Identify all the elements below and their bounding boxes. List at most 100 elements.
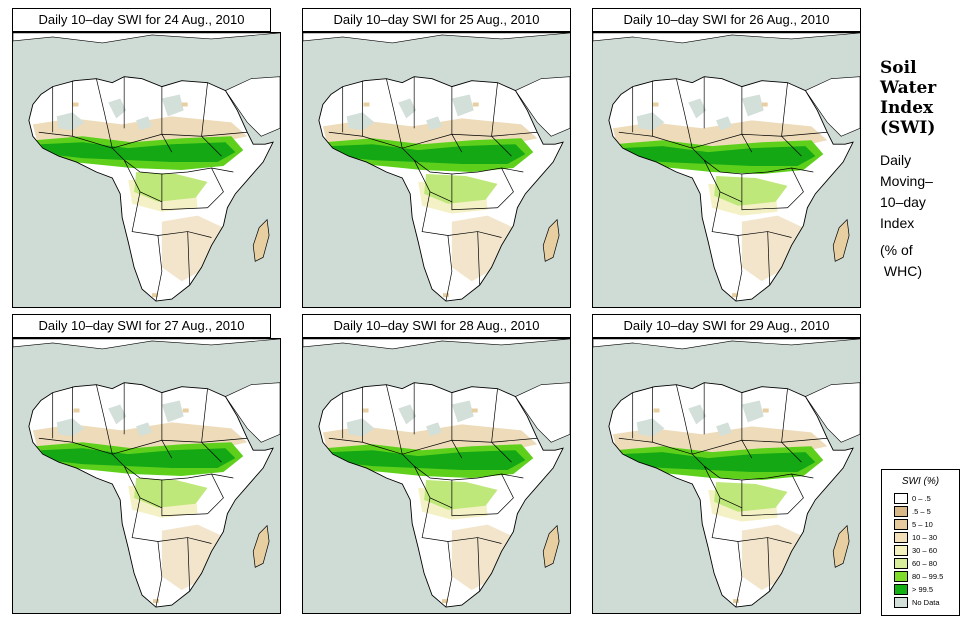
- africa-map-svg: [593, 33, 860, 307]
- legend-title: SWI (%): [901, 476, 940, 487]
- country-border: [187, 231, 191, 286]
- swi-layer: [612, 94, 828, 298]
- swi-band: [714, 481, 788, 512]
- country-border: [703, 465, 743, 509]
- europe-landmass: [13, 33, 280, 44]
- no-data-area: [56, 112, 85, 131]
- country-border: [787, 473, 804, 514]
- legend-swatch: [894, 519, 908, 530]
- legend-label: > 99.5: [912, 585, 934, 594]
- legend-label: 10 – 30: [912, 533, 938, 542]
- africa-map-panel-5: [302, 338, 571, 614]
- legend-swatch: [894, 584, 908, 595]
- panel-title-6: Daily 10–day SWI for 29 Aug., 2010: [592, 314, 861, 338]
- arabia-landmass: [514, 76, 570, 137]
- africa-map-svg: [303, 339, 570, 613]
- no-data-area: [716, 422, 732, 437]
- madagascar: [832, 524, 850, 568]
- country-border: [207, 473, 224, 514]
- madagascar: [832, 218, 850, 262]
- africa-coastline: [318, 76, 564, 302]
- arabia-landmass: [224, 76, 280, 137]
- side-title-line: (SWI): [880, 118, 936, 138]
- swi-speckle: [72, 102, 79, 107]
- side-unit-line: (% of: [880, 242, 913, 258]
- africa-map-panel-1: [12, 32, 281, 308]
- africa-map-svg: [303, 33, 570, 307]
- country-border: [328, 437, 538, 455]
- no-data-area: [136, 422, 152, 437]
- swi-band: [424, 479, 498, 510]
- africa-map-panel-3: [592, 32, 861, 308]
- country-border: [421, 191, 502, 238]
- country-border: [96, 384, 113, 455]
- legend-swatch: [894, 571, 908, 582]
- side-subtitle: Daily Moving– 10–day Index: [880, 150, 933, 234]
- swi-speckle: [761, 102, 768, 107]
- country-border: [711, 497, 792, 544]
- swi-layer: [322, 94, 538, 298]
- country-border: [445, 541, 453, 608]
- country-border: [155, 235, 163, 302]
- swi-speckle: [441, 599, 448, 604]
- legend-label: .5 – 5: [912, 507, 931, 516]
- no-data-area: [136, 116, 152, 131]
- no-data-area: [741, 400, 764, 423]
- swi-speckle: [363, 102, 370, 107]
- country-border: [386, 78, 403, 149]
- panel-title-2: Daily 10–day SWI for 25 Aug., 2010: [302, 8, 571, 32]
- arabia-landmass: [804, 76, 860, 137]
- swi-speckle: [762, 408, 769, 413]
- country-border: [767, 537, 771, 592]
- side-subtitle-line: 10–day: [880, 194, 926, 210]
- country-border: [96, 78, 113, 149]
- side-title-line: Soil: [880, 58, 917, 78]
- africa-coastline: [318, 382, 564, 608]
- no-data-area: [398, 404, 417, 425]
- no-data-area: [451, 400, 474, 423]
- swi-band: [424, 173, 498, 204]
- country-border: [451, 479, 498, 517]
- swi-speckle: [652, 102, 659, 107]
- country-border: [451, 173, 498, 211]
- country-border: [161, 173, 208, 211]
- no-data-area: [398, 98, 417, 119]
- swi-speckle: [732, 599, 739, 604]
- africa-map-panel-4: [12, 338, 281, 614]
- no-data-area: [426, 116, 442, 131]
- swi-layer: [32, 94, 248, 298]
- swi-band: [620, 452, 816, 473]
- no-data-area: [688, 404, 707, 425]
- country-border: [328, 131, 538, 149]
- side-title: Soil Water Index (SWI): [880, 58, 936, 138]
- side-title-line: Water: [880, 78, 937, 98]
- no-data-area: [636, 112, 665, 131]
- side-unit-line: WHC): [880, 263, 922, 279]
- swi-speckle: [151, 293, 158, 298]
- no-data-area: [688, 98, 707, 119]
- no-data-area: [716, 116, 732, 131]
- swi-speckle: [731, 293, 738, 298]
- no-data-area: [346, 112, 375, 131]
- legend-label: No Data: [912, 598, 940, 607]
- country-border: [207, 167, 224, 208]
- no-data-area: [346, 418, 375, 437]
- country-border: [445, 235, 453, 302]
- no-data-area: [108, 404, 127, 425]
- africa-map-panel-6: [592, 338, 861, 614]
- no-data-area: [161, 94, 184, 117]
- swi-band: [40, 142, 236, 163]
- country-border: [767, 231, 771, 286]
- legend-swatch: [894, 558, 908, 569]
- side-title-line: Index: [880, 98, 934, 118]
- swi-band: [134, 477, 208, 508]
- country-border: [711, 191, 792, 238]
- country-border: [38, 437, 248, 455]
- side-subtitle-line: Daily: [880, 152, 912, 168]
- country-border: [741, 479, 788, 517]
- country-border: [187, 537, 191, 592]
- country-border: [477, 231, 481, 286]
- legend-label: 60 – 80: [912, 559, 938, 568]
- country-border: [735, 235, 743, 302]
- country-border: [703, 159, 743, 203]
